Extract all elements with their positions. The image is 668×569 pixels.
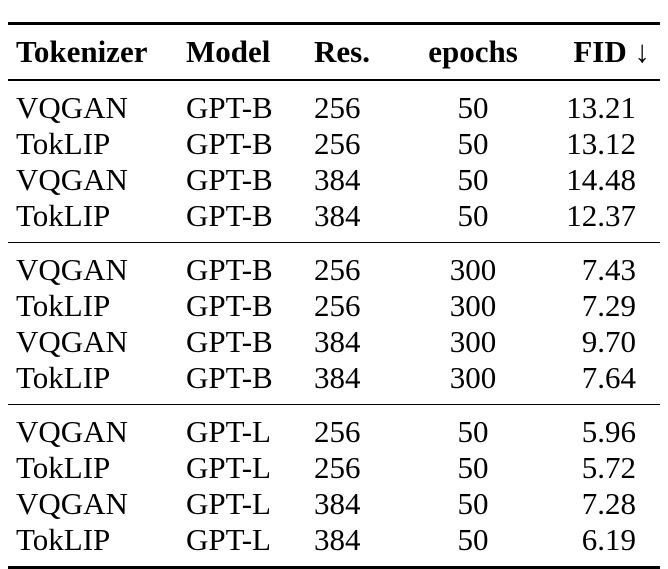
cell-tokenizer: TokLIP xyxy=(16,126,111,161)
cell-fid: 7.29 xyxy=(581,288,636,323)
cell-fid: 9.70 xyxy=(581,324,636,359)
cell-model: GPT-B xyxy=(186,126,273,161)
cell-epochs: 50 xyxy=(457,522,489,557)
cell-tokenizer: VQGAN xyxy=(16,324,128,359)
cell-tokenizer: VQGAN xyxy=(16,252,128,287)
results-table: Tokenizer Model Res. epochs FID ↓ VQGAN G… xyxy=(8,22,660,569)
cell-model: GPT-B xyxy=(186,198,273,233)
cell-res: 256 xyxy=(314,450,361,485)
header-model: Model xyxy=(186,34,271,69)
cell-epochs: 50 xyxy=(457,450,489,485)
cell-res: 384 xyxy=(314,162,361,197)
cell-res: 384 xyxy=(314,324,361,359)
cell-epochs: 50 xyxy=(457,126,489,161)
table-row: VQGAN GPT-B 384 300 9.70 xyxy=(8,324,660,360)
cell-epochs: 300 xyxy=(449,360,497,395)
table-row: TokLIP GPT-B 256 300 7.29 xyxy=(8,288,660,324)
cell-tokenizer: VQGAN xyxy=(16,414,128,449)
cell-res: 384 xyxy=(314,486,361,521)
table-row: VQGAN GPT-B 256 300 7.43 xyxy=(8,243,660,289)
cell-tokenizer: TokLIP xyxy=(16,522,111,557)
table-row: TokLIP GPT-L 256 50 5.72 xyxy=(8,450,660,486)
cell-model: GPT-B xyxy=(186,90,273,125)
cell-fid: 7.64 xyxy=(581,360,636,395)
cell-tokenizer: TokLIP xyxy=(16,450,111,485)
cell-fid: 5.96 xyxy=(581,414,636,449)
header-fid: FID ↓ xyxy=(573,34,650,69)
table-row: VQGAN GPT-L 256 50 5.96 xyxy=(8,405,660,451)
table-row: VQGAN GPT-B 384 50 14.48 xyxy=(8,162,660,198)
cell-model: GPT-L xyxy=(186,522,271,557)
header-row: Tokenizer Model Res. epochs FID ↓ xyxy=(8,23,660,80)
cell-fid: 12.37 xyxy=(566,198,636,233)
header-tokenizer: Tokenizer xyxy=(16,34,148,69)
table-row: TokLIP GPT-L 384 50 6.19 xyxy=(8,522,660,568)
cell-epochs: 50 xyxy=(457,486,489,521)
cell-model: GPT-B xyxy=(186,288,273,323)
cell-model: GPT-B xyxy=(186,324,273,359)
cell-res: 256 xyxy=(314,252,361,287)
table-group-1: VQGAN GPT-B 256 50 13.21 TokLIP GPT-B 256 50 13.1… xyxy=(8,80,660,243)
table-group-3: VQGAN GPT-L 256 50 5.96 TokLIP GPT-L 256 50 5.72 V… xyxy=(8,405,660,568)
header-epochs: epochs xyxy=(428,34,518,69)
cell-res: 256 xyxy=(314,414,361,449)
table-row: VQGAN GPT-B 256 50 13.21 xyxy=(8,80,660,126)
table-row: TokLIP GPT-B 384 300 7.64 xyxy=(8,360,660,405)
table-group-2: VQGAN GPT-B 256 300 7.43 TokLIP GPT-B 256 300 7.2… xyxy=(8,243,660,405)
cell-epochs: 50 xyxy=(457,162,489,197)
header-res: Res. xyxy=(314,34,370,69)
cell-res: 256 xyxy=(314,288,361,323)
cell-fid: 7.43 xyxy=(581,252,636,287)
cell-res: 384 xyxy=(314,522,361,557)
cell-fid: 13.12 xyxy=(566,126,636,161)
cell-tokenizer: TokLIP xyxy=(16,198,111,233)
cell-epochs: 300 xyxy=(449,252,497,287)
cell-epochs: 300 xyxy=(449,288,497,323)
cell-tokenizer: VQGAN xyxy=(16,90,128,125)
cell-res: 256 xyxy=(314,90,361,125)
cell-model: GPT-L xyxy=(186,414,271,449)
cell-epochs: 300 xyxy=(449,324,497,359)
cell-model: GPT-B xyxy=(186,162,273,197)
cell-tokenizer: VQGAN xyxy=(16,486,128,521)
cell-epochs: 50 xyxy=(457,198,489,233)
table-row: TokLIP GPT-B 384 50 12.37 xyxy=(8,198,660,243)
cell-res: 256 xyxy=(314,126,361,161)
cell-model: GPT-L xyxy=(186,486,271,521)
cell-tokenizer: VQGAN xyxy=(16,162,128,197)
table-header: Tokenizer Model Res. epochs FID ↓ xyxy=(8,23,660,80)
cell-epochs: 50 xyxy=(457,90,489,125)
cell-res: 384 xyxy=(314,360,361,395)
cell-fid: 14.48 xyxy=(566,162,636,197)
cell-tokenizer: TokLIP xyxy=(16,288,111,323)
cell-model: GPT-B xyxy=(186,252,273,287)
cell-epochs: 50 xyxy=(457,414,489,449)
table-row: VQGAN GPT-L 384 50 7.28 xyxy=(8,486,660,522)
cell-fid: 5.72 xyxy=(581,450,636,485)
cell-model: GPT-L xyxy=(186,450,271,485)
cell-res: 384 xyxy=(314,198,361,233)
cell-tokenizer: TokLIP xyxy=(16,360,111,395)
cell-model: GPT-B xyxy=(186,360,273,395)
cell-fid: 13.21 xyxy=(566,90,636,125)
cell-fid: 7.28 xyxy=(581,486,636,521)
cell-fid: 6.19 xyxy=(581,522,636,557)
table-row: TokLIP GPT-B 256 50 13.12 xyxy=(8,126,660,162)
